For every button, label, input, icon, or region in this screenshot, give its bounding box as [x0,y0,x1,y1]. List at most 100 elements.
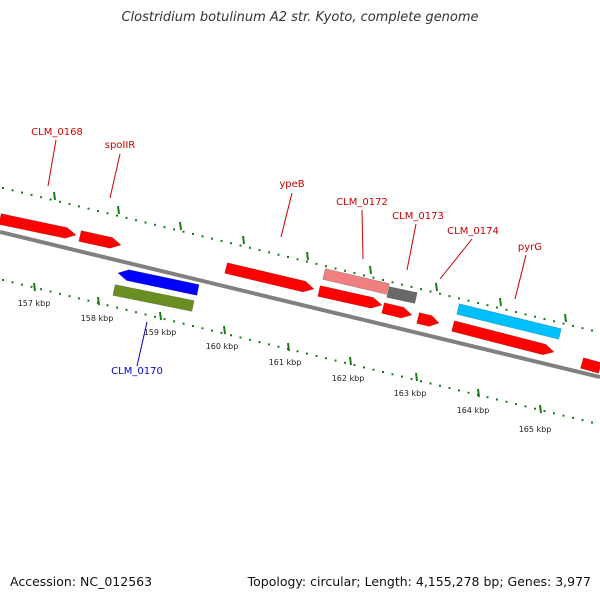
upper-ring-dot [363,274,365,277]
upper-ring-dot [334,267,337,270]
scale-tick-label: 160 kbp [206,342,239,351]
upper-ring-dot [325,265,327,268]
upper-ring-dot [97,210,99,212]
lower-ring-dot [40,288,42,291]
upper-ring-dot [230,242,232,245]
gene-label[interactable]: CLM_0170 [111,366,163,377]
upper-ring-dot [59,200,61,203]
upper-major-tick [179,221,182,231]
upper-ring-dot [135,219,137,222]
lower-ring-dot [106,304,109,307]
lower-ring-dot [334,359,337,362]
upper-ring-dot [144,221,147,224]
scale-tick-label: 162 kbp [332,374,365,383]
scale-tick-label: 164 kbp [457,406,490,415]
lower-ring-dot [154,315,156,318]
upper-ring-dot [372,276,375,279]
upper-ring-dot [163,226,166,229]
lower-ring-dot [30,285,33,288]
lower-ring-dot [258,341,261,344]
gene-blue-reverse[interactable] [117,269,200,296]
gene-reverse-strand-1[interactable] [317,285,383,309]
upper-ring-dot [78,205,80,208]
leader-line [109,153,121,199]
lower-ring-dot [249,338,251,341]
gene-label[interactable]: CLM_0173 [392,211,444,222]
lower-ring-dot [239,336,242,339]
lower-ring-dot [401,375,403,378]
gene-pyrG[interactable] [456,303,562,340]
gene-label[interactable]: CLM_0172 [336,197,388,208]
lower-ring-dot [505,400,508,403]
lower-ring-dot [581,419,584,422]
upper-ring-dot [458,297,460,300]
lower-ring-dot [49,290,52,293]
upper-ring-dot [401,283,403,286]
lower-ring-dot [325,357,327,360]
lower-ring-dot [68,295,71,298]
upper-ring-dot [448,295,451,298]
gene-CLM_0173[interactable] [386,286,418,304]
lower-major-tick [287,342,290,352]
gene-reverse-strand-2[interactable] [381,302,413,319]
gene-label[interactable]: CLM_0168 [31,127,83,138]
gene-labels: CLM_0168spoIIRypeBCLM_0172CLM_0173CLM_01… [31,127,542,377]
lower-major-tick [415,372,418,382]
leader-line [136,321,148,367]
upper-ring-dot [477,301,479,304]
upper-ring-dot [420,288,422,291]
lower-ring-dot [458,389,460,392]
lower-ring-dot [467,391,470,394]
lower-ring-dot [439,384,441,387]
leader-line [47,139,57,187]
lower-ring-dot [87,299,90,302]
gene-label[interactable]: pyrG [518,242,542,253]
gene-reverse-strand-3[interactable] [416,312,440,327]
lower-major-tick [159,311,162,321]
lower-ring-dot [344,361,346,364]
lower-ring-dot [78,297,80,300]
lower-ring-dot [59,292,61,295]
lower-ring-dot [391,373,394,376]
upper-ring-dot [562,322,565,325]
lower-ring-dot [515,403,517,406]
scale-tick-labels: 157 kbp 158 kbp 159 kbp 160 kbp 161 kbp 162 k… [18,299,552,434]
gene-spoIIR[interactable] [78,230,122,249]
gene-CLM_0172[interactable] [322,268,390,295]
upper-major-tick [499,297,502,307]
gene-ypeB[interactable] [224,262,315,293]
gene-label[interactable]: ypeB [279,179,304,190]
lower-ring-dot [534,407,536,410]
upper-ring-dot [68,203,71,206]
gene-CLM_0174[interactable] [451,320,555,356]
lower-ring-dot [211,329,213,332]
gene-label[interactable]: CLM_0174 [447,226,499,237]
gene-CLM_0168[interactable] [0,213,77,239]
lower-ring-dot [524,405,527,408]
lower-ring-dot [486,396,489,399]
upper-ring-dot [553,320,555,323]
gene-label[interactable]: spoIIR [105,140,136,151]
lower-ring-dot [277,345,280,348]
lower-ring-dot [553,412,555,415]
lower-major-tick [33,282,36,292]
upper-ring-dot [572,324,574,327]
lower-ring-dot [382,371,384,373]
upper-ring-dot [30,193,33,196]
upper-ring-dot [524,313,527,316]
upper-ring-dot [581,327,584,330]
lower-ring-dot [201,327,204,330]
gene-edge-partial[interactable] [580,357,600,374]
upper-major-tick [369,265,372,275]
lower-ring-dot [220,331,223,334]
gene-CLM_0170[interactable] [112,284,195,312]
gene-features [0,213,600,374]
lower-ring-dot [448,387,451,390]
upper-ring-dot [182,230,185,233]
leader-line [280,192,293,238]
genome-title: Clostridium botulinum A2 str. Kyoto, com… [121,10,479,25]
upper-ring-dot [268,251,270,254]
lower-ring-dot [496,398,498,401]
lower-major-tick [477,388,480,398]
scale-tick-label: 159 kbp [144,328,177,337]
